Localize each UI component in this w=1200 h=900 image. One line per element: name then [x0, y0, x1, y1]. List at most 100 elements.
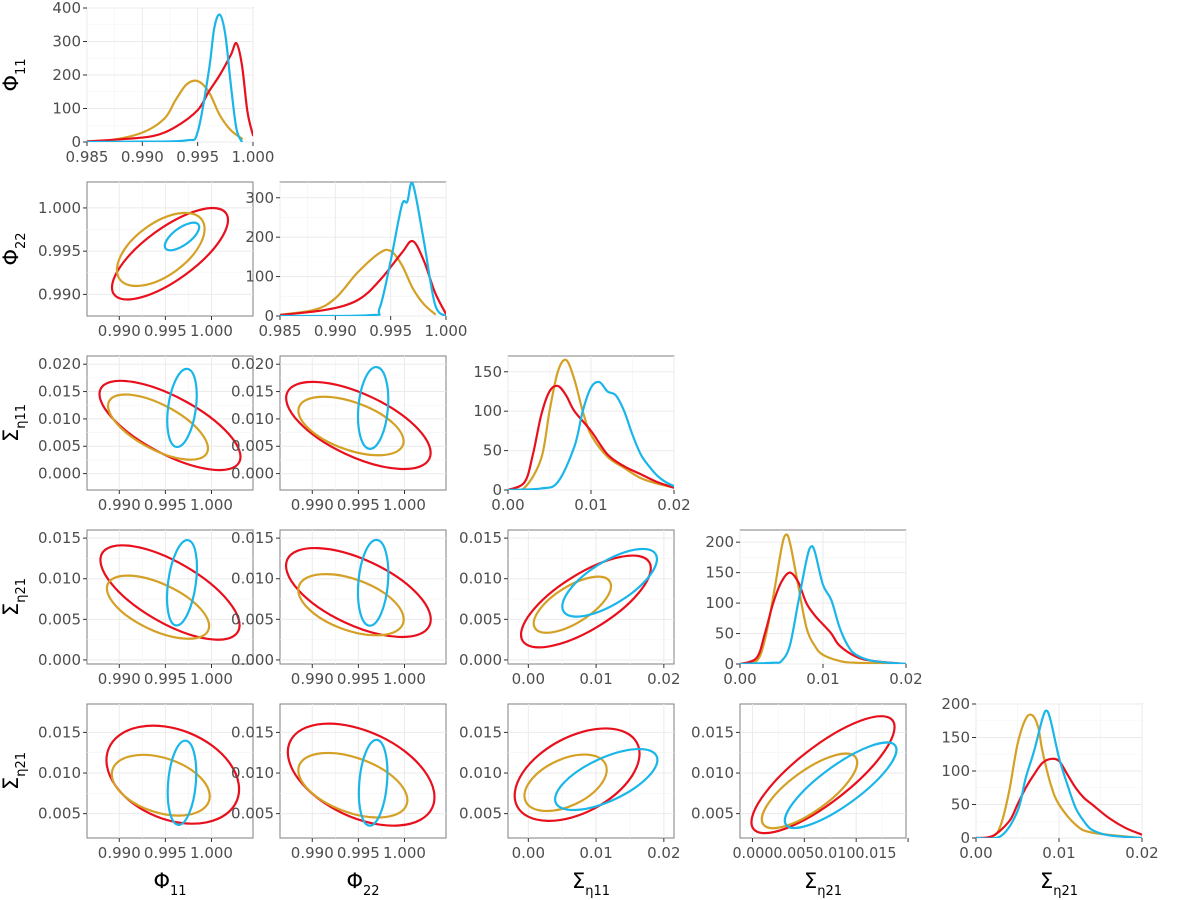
x-tick-label: 0.990 [291, 844, 334, 862]
y-tick-label: 1.000 [38, 199, 81, 217]
panel-ellipse-r4c2: 0.005 0.010 0.015 0.00 0.01 0.02 [459, 703, 681, 862]
density-line-red [508, 384, 674, 490]
x-tick-label: 0.01 [579, 844, 612, 862]
plot-area [513, 727, 659, 822]
y-tick-label: 100 [245, 268, 274, 286]
contour-ellipse-blue [163, 221, 201, 252]
contour-ellipse-red [286, 722, 436, 827]
plot-area [519, 547, 659, 649]
plot-area [110, 206, 230, 301]
density-line-gold [508, 358, 674, 490]
column-label: Ση11 [572, 869, 610, 899]
panel-density-r3c3: 0 50 100 150 200 0.00 0.01 0.02 [705, 529, 923, 688]
panel-ellipse-r2c0: 0.000 0.005 0.010 0.015 0.020 0.990 0.995 1.000 [38, 355, 254, 514]
panel-background [279, 529, 447, 665]
plot-area [740, 533, 906, 664]
axis-label-symbol: Φ [0, 249, 23, 266]
axis-label-subscript: η11 [585, 884, 610, 899]
plot-area [285, 365, 432, 471]
y-tick-label: 50 [715, 625, 734, 643]
y-tick-label: 0 [71, 133, 81, 151]
x-tick-label: 0.995 [337, 496, 380, 514]
y-tick-label: 0.010 [691, 764, 734, 782]
y-tick-label: 0.010 [459, 764, 502, 782]
x-tick-label: 0.00 [512, 670, 545, 688]
x-tick-label: 0.00 [723, 670, 756, 688]
column-label: Φ11 [153, 869, 186, 899]
x-tick-label-run: 0.0000.0050.0100.015 [732, 844, 896, 862]
panel-background [86, 529, 254, 665]
y-tick-label: 0.015 [38, 723, 81, 741]
x-tick-label: 0.02 [1125, 844, 1158, 862]
y-tick-label: 0.015 [459, 723, 502, 741]
contour-ellipse-red [285, 380, 432, 471]
y-tick-label: 0.015 [231, 383, 274, 401]
contour-ellipse-blue [553, 747, 659, 812]
density-line-blue [740, 544, 906, 664]
axis-label-symbol: Φ [346, 869, 363, 893]
row-label: Φ11 [0, 58, 29, 91]
contour-ellipse-red [105, 724, 241, 825]
x-tick-label: 0.01 [579, 670, 612, 688]
axis-label-symbol: Σ [0, 429, 23, 442]
panel-background [86, 181, 254, 317]
panel-background [279, 355, 447, 491]
y-tick-label: 0.005 [691, 805, 734, 823]
y-tick-label: 0.990 [38, 285, 81, 303]
panel-ellipse-r2c1: 0.000 0.005 0.010 0.015 0.020 0.990 0.995 1.000 [231, 355, 447, 514]
y-tick-label: 200 [245, 228, 274, 246]
x-tick-label: 0.990 [98, 322, 141, 340]
x-tick-label: 0.02 [657, 496, 690, 514]
y-tick-label: 200 [941, 695, 970, 713]
y-tick-label: 0 [960, 829, 970, 847]
y-tick-label: 0.005 [38, 437, 81, 455]
axis-label-symbol: Σ [0, 603, 23, 616]
x-tick-label: 0.990 [98, 670, 141, 688]
y-tick-label: 100 [705, 594, 734, 612]
x-tick-label: 0.990 [291, 670, 334, 688]
axis-label-subscript: 22 [363, 884, 380, 899]
y-tick-label: 0.005 [459, 610, 502, 628]
x-tick-label: 0.02 [647, 844, 680, 862]
x-tick-label: 0.985 [259, 322, 302, 340]
x-tick-label: 1.000 [190, 670, 233, 688]
contour-ellipse-red [284, 546, 432, 639]
x-tick-label: 1.000 [190, 496, 233, 514]
x-tick-label: 1.000 [425, 322, 468, 340]
contour-ellipse-gold [110, 753, 211, 817]
y-tick-label: 0.010 [459, 570, 502, 588]
x-tick-label: 0.995 [337, 844, 380, 862]
axis-label-symbol: Σ [0, 777, 23, 790]
x-tick-label: 1.000 [190, 322, 233, 340]
y-tick-label: 0.005 [459, 805, 502, 823]
plot-area [87, 13, 253, 142]
y-tick-label: 0 [264, 307, 274, 325]
panel-background [739, 703, 907, 839]
density-line-red [87, 41, 253, 142]
contour-ellipse-blue [357, 738, 389, 827]
y-tick-label: 0.000 [231, 465, 274, 483]
plot-area [750, 715, 898, 835]
y-tick-label: 150 [473, 363, 502, 381]
x-tick-label: 0.995 [369, 322, 412, 340]
plot-area [284, 538, 432, 639]
y-tick-label: 200 [705, 533, 734, 551]
y-tick-label: 200 [52, 66, 81, 84]
density-line-blue [280, 182, 446, 316]
row-label: Ση21 [0, 752, 29, 790]
density-line-blue [508, 380, 674, 490]
axis-label-subscript: η11 [14, 404, 29, 429]
y-tick-label: 0.005 [231, 610, 274, 628]
contour-ellipse-red [519, 554, 652, 649]
panel-ellipse-r4c1: 0.005 0.010 0.015 0.990 0.995 1.000 [231, 703, 447, 862]
y-tick-label: 0.995 [38, 242, 81, 260]
axis-label-symbol: Σ [572, 869, 585, 893]
panel-ellipse-r4c3: 0.005 0.010 0.015 0.0000.0050.0100.015 [691, 703, 909, 862]
contour-ellipse-blue [165, 539, 199, 627]
panel-ellipse-r3c1: 0.000 0.005 0.010 0.015 0.990 0.995 1.000 [231, 529, 447, 688]
y-tick-label: 0.010 [231, 764, 274, 782]
x-tick-label: 0.02 [647, 670, 680, 688]
density-line-gold [740, 533, 906, 664]
